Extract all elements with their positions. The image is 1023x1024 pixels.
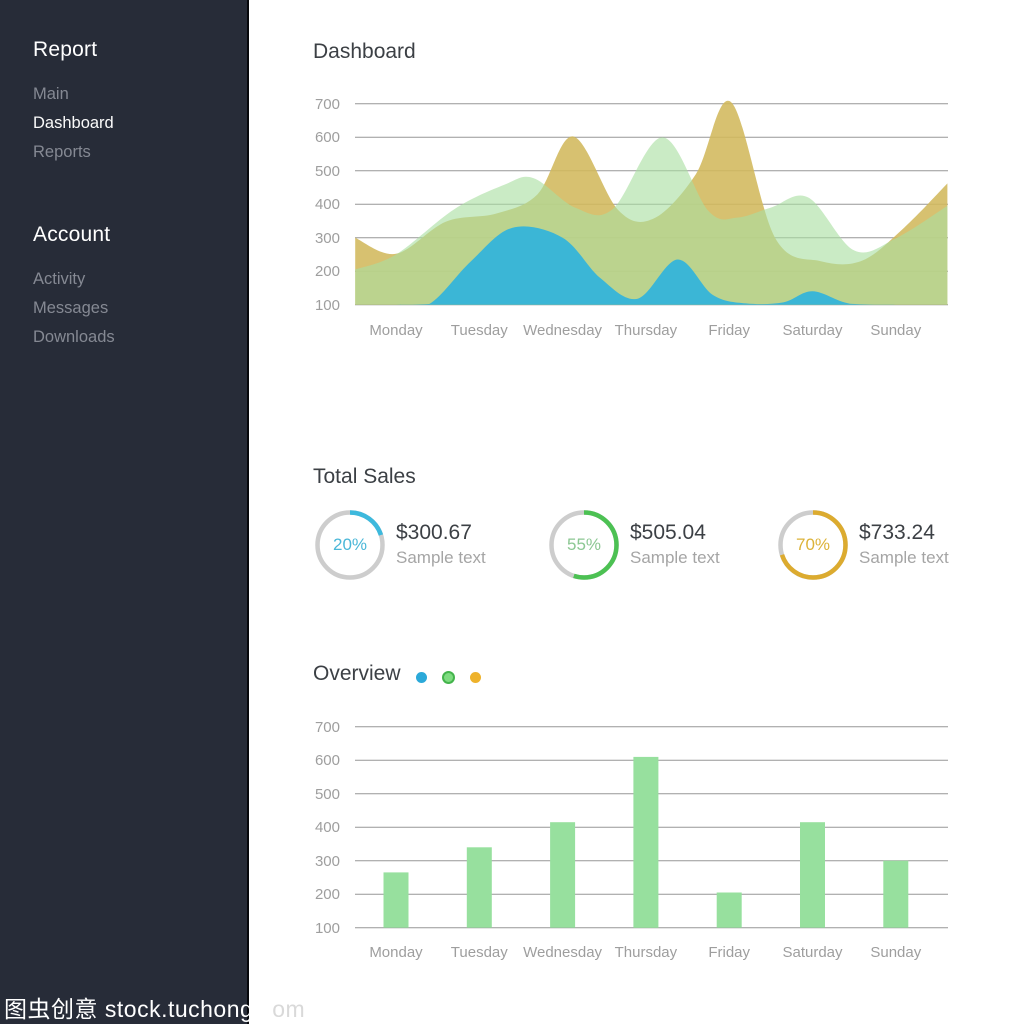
bar-tuesday (466, 847, 492, 928)
bar-friday (716, 892, 742, 928)
x-axis-label: Thursday (614, 944, 678, 961)
sidebar-item-reports[interactable]: Reports (33, 143, 91, 161)
x-axis-label: Wednesday (523, 322, 603, 339)
watermark-text: 图虫创意 stock.tuchong.c (4, 996, 273, 1022)
sidebar-heading: Report (33, 38, 98, 61)
sidebar-item-downloads[interactable]: Downloads (33, 328, 115, 346)
y-axis-tick: 100 (314, 919, 340, 937)
y-axis-tick: 700 (314, 718, 340, 736)
percent-label: 55% (566, 535, 602, 554)
x-axis-label: Friday (708, 322, 751, 339)
progress-ring: 20% (314, 509, 386, 581)
x-axis-label: Thursday (614, 322, 678, 339)
y-axis-tick: 500 (314, 785, 340, 803)
x-axis-label: Sunday (870, 944, 922, 961)
y-axis-tick: 700 (314, 95, 340, 113)
x-axis-label: Sunday (870, 322, 922, 339)
sidebar-section-account: Account Activity Messages Downloads (33, 223, 247, 352)
y-axis-tick: 400 (314, 196, 340, 214)
y-axis-tick: 200 (314, 263, 340, 281)
sales-card: 20% $300.67 Sample text (314, 509, 486, 581)
x-axis-label: Tuesday (450, 322, 508, 339)
x-axis-label: Monday (369, 944, 423, 961)
sales-caption: Sample text (396, 548, 486, 567)
bar-saturday (800, 822, 825, 928)
progress-ring: 55% (548, 509, 620, 581)
x-axis-label: Monday (369, 322, 423, 339)
ring-progress-arc (778, 510, 848, 580)
sales-card-text: $505.04 Sample text (630, 521, 720, 568)
y-axis-tick: 500 (314, 162, 340, 180)
overview-title: Overview (313, 662, 401, 685)
ring-progress-arc (315, 510, 385, 580)
main-content: Dashboard 700 600 500 400 300 200 100 Monday Tue… (251, 0, 1023, 1024)
y-axis-tick: 100 (314, 296, 340, 314)
legend-dot-yellow-series (470, 672, 481, 683)
y-axis-tick: 300 (314, 229, 340, 247)
bar-thursday (633, 756, 659, 928)
bar-sunday (883, 860, 909, 928)
sidebar-item-activity[interactable]: Activity (33, 270, 86, 288)
sidebar-heading: Account (33, 223, 111, 246)
sales-card: 55% $505.04 Sample text (548, 509, 720, 581)
bar-monday (383, 872, 409, 928)
ring-progress-arc (549, 510, 619, 580)
sidebar-item-messages[interactable]: Messages (33, 299, 109, 317)
x-axis-label: Friday (708, 944, 751, 961)
y-axis-tick: 200 (314, 886, 340, 904)
sales-card-text: $300.67 Sample text (396, 521, 486, 568)
progress-ring: 70% (777, 509, 849, 581)
total-sales-title: Total Sales (313, 465, 416, 488)
legend-dot-blue-series (416, 672, 427, 683)
x-axis-label: Saturday (782, 944, 843, 961)
y-axis-tick: 600 (314, 752, 340, 770)
sidebar-section-report: Report Main Dashboard Reports (33, 38, 247, 167)
sales-card-text: $733.24 Sample text (859, 521, 949, 568)
sales-value: $505.04 (630, 521, 706, 544)
sales-caption: Sample text (859, 548, 949, 567)
area-series-green (355, 137, 948, 305)
sales-value: $300.67 (396, 521, 472, 544)
y-axis-tick: 600 (314, 129, 340, 147)
x-axis-label: Wednesday (523, 944, 603, 961)
page-title: Dashboard (313, 40, 416, 63)
area-series-blue (355, 226, 948, 305)
sidebar-item-main[interactable]: Main (33, 85, 69, 103)
percent-label: 20% (332, 535, 368, 554)
chart-canvas (355, 726, 948, 929)
watermark-text-light: om (272, 996, 306, 1022)
sidebar-item-dashboard[interactable]: Dashboard (33, 114, 114, 132)
bar-wednesday (550, 822, 576, 928)
legend-dot-green-series (442, 671, 455, 684)
watermark: 图虫创意 stock.tuchong.com (4, 990, 305, 1024)
percent-label: 70% (795, 535, 831, 554)
y-axis-tick: 300 (314, 852, 340, 870)
chart-canvas (355, 100, 948, 306)
sales-value: $733.24 (859, 521, 935, 544)
sidebar: Report Main Dashboard Reports Account Activit… (0, 0, 249, 1024)
sales-caption: Sample text (630, 548, 720, 567)
y-axis-tick: 400 (314, 819, 340, 837)
chart-legend (416, 671, 481, 684)
sales-card: 70% $733.24 Sample text (777, 509, 949, 581)
x-axis-label: Saturday (782, 322, 843, 339)
x-axis-label: Tuesday (450, 944, 508, 961)
